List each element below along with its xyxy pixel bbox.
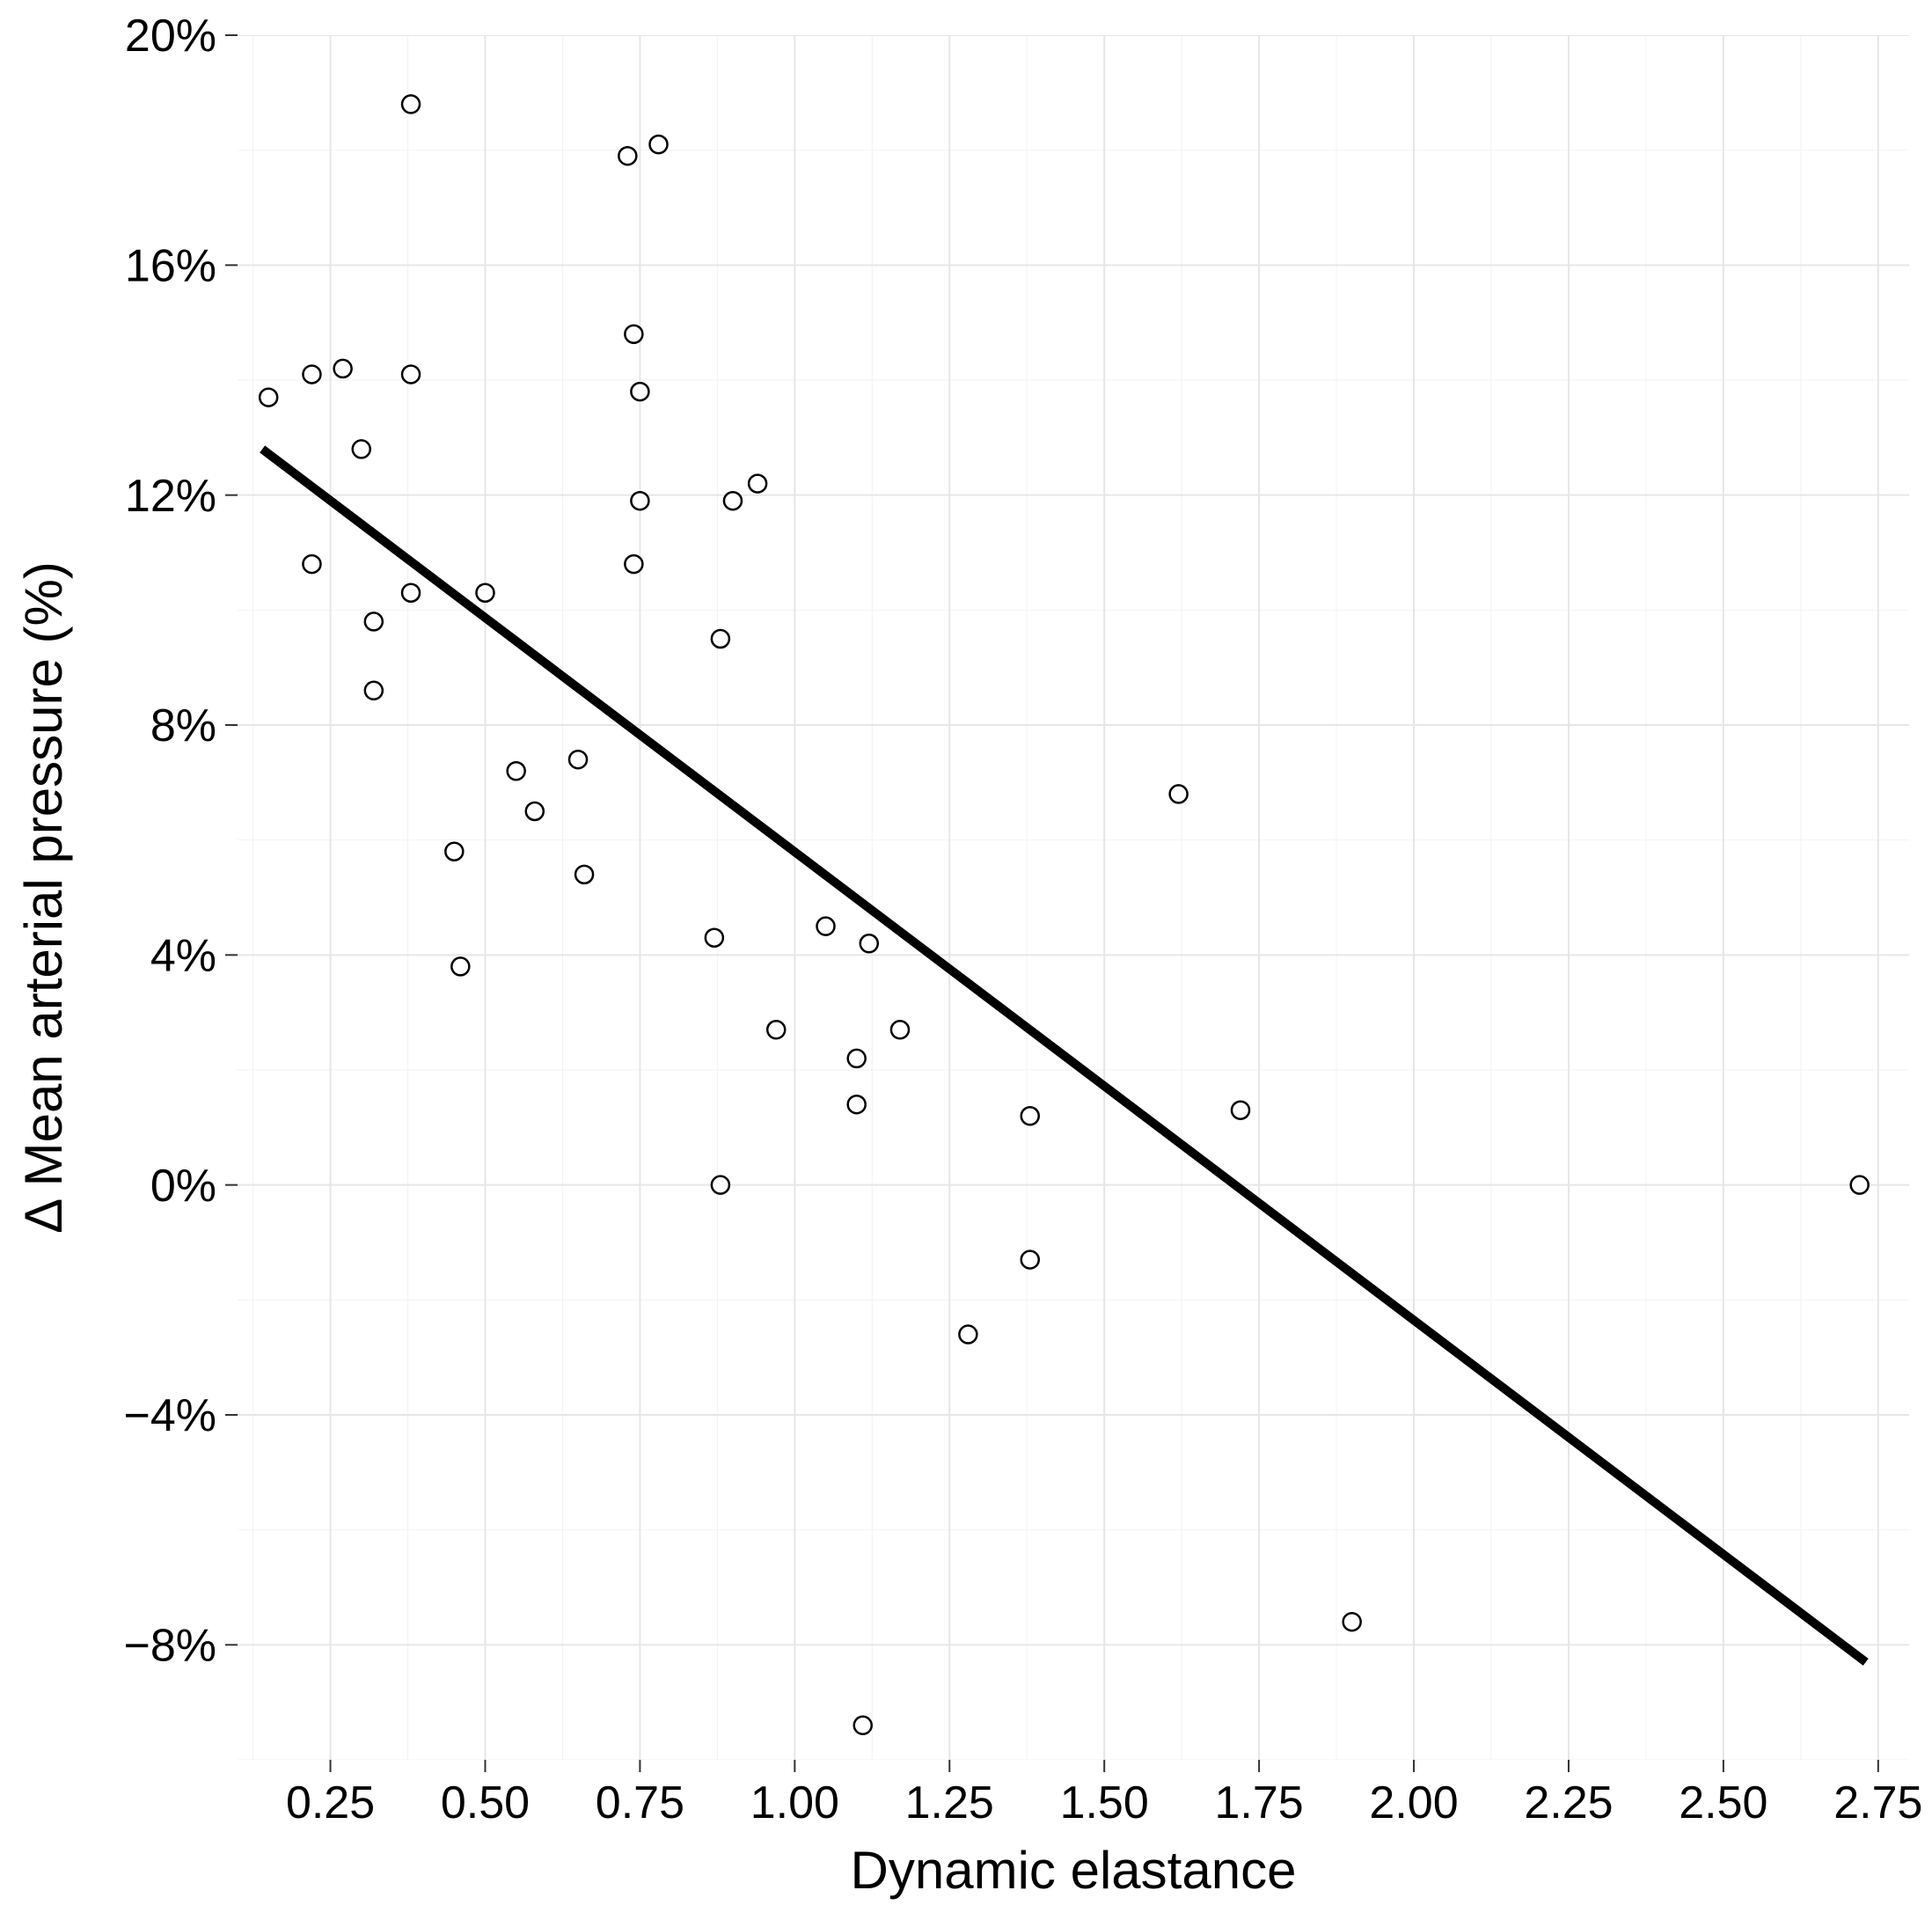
- y-tick-label: 16%: [125, 241, 216, 292]
- y-tick-label: −4%: [123, 1390, 216, 1441]
- y-tick-label: −8%: [123, 1621, 216, 1672]
- y-tick-label: 20%: [125, 11, 216, 62]
- x-tick-label: 0.25: [286, 1777, 375, 1828]
- y-axis-title: Δ Mean arterial pressure (%): [14, 561, 73, 1234]
- x-tick-label: 1.25: [905, 1777, 994, 1828]
- x-axis-title: Dynamic elastance: [851, 1841, 1297, 1900]
- x-tick-label: 2.50: [1679, 1777, 1767, 1828]
- scatter-chart: 0.25 0.50 0.75 1.00 1.25 1.50 1.75 2.00 2.25 2.50…: [0, 0, 1932, 1927]
- x-tick-label: 1.75: [1215, 1777, 1304, 1828]
- x-tick-label: 1.50: [1060, 1777, 1149, 1828]
- y-tick-label: 0%: [150, 1161, 216, 1212]
- x-tick-label: 2.25: [1524, 1777, 1613, 1828]
- y-tick-label: 8%: [150, 700, 216, 751]
- x-tick-label: 2.00: [1369, 1777, 1458, 1828]
- x-tick-label: 0.50: [441, 1777, 530, 1828]
- y-tick-label: 12%: [125, 471, 216, 522]
- chart-svg: 0.25 0.50 0.75 1.00 1.25 1.50 1.75 2.00 2.25 2.50…: [0, 0, 1932, 1927]
- x-tick-label: 2.75: [1833, 1777, 1922, 1828]
- y-tick-label: 4%: [150, 931, 216, 982]
- x-tick-label: 0.75: [596, 1777, 684, 1828]
- x-tick-label: 1.00: [750, 1777, 839, 1828]
